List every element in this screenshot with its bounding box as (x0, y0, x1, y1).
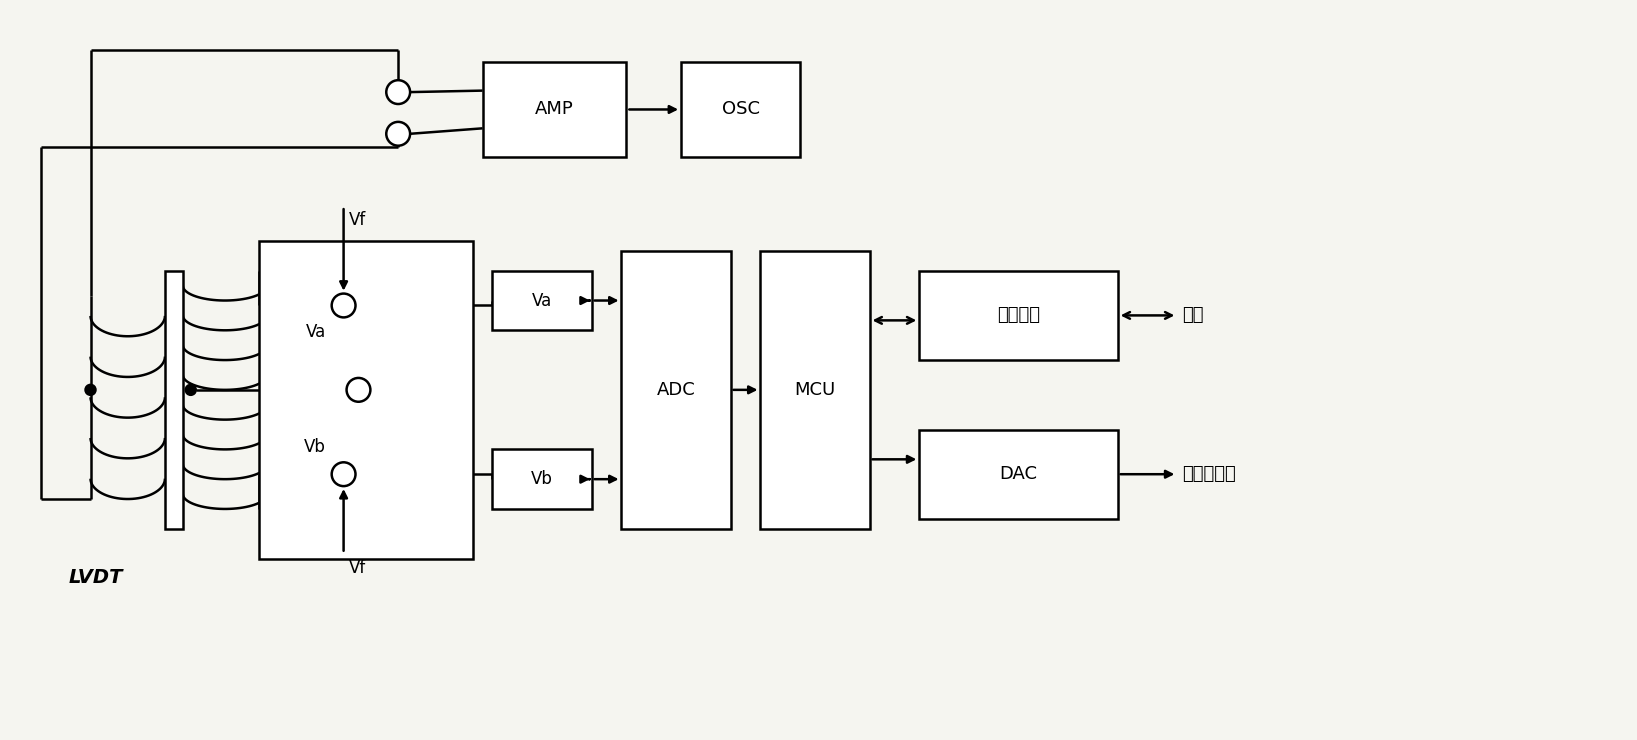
Circle shape (386, 122, 411, 146)
Bar (761, 251, 869, 529)
Text: Vf: Vf (349, 559, 365, 576)
Bar (493, 449, 591, 509)
Text: MCU: MCU (794, 381, 835, 399)
Text: 收发装置: 收发装置 (997, 306, 1039, 324)
Text: ADC: ADC (656, 381, 696, 399)
Text: Va: Va (306, 323, 326, 341)
Circle shape (386, 80, 411, 104)
Text: Va: Va (532, 292, 552, 309)
Text: 模拟量输入: 模拟量输入 (1182, 465, 1236, 483)
Text: Vf: Vf (349, 211, 365, 229)
Circle shape (332, 462, 355, 486)
Circle shape (85, 385, 95, 395)
Text: AMP: AMP (535, 101, 575, 118)
Bar (920, 429, 1118, 519)
Text: LVDT: LVDT (69, 568, 123, 588)
Bar (259, 241, 473, 559)
Bar (920, 271, 1118, 360)
Circle shape (347, 378, 370, 402)
Text: Vb: Vb (530, 470, 553, 488)
Bar (483, 62, 627, 157)
Bar (493, 271, 591, 330)
Text: 通信: 通信 (1182, 306, 1203, 324)
Circle shape (185, 385, 196, 395)
Text: DAC: DAC (1000, 465, 1038, 483)
Bar (681, 62, 800, 157)
Bar (165, 271, 183, 529)
Bar (622, 251, 730, 529)
Text: OSC: OSC (722, 101, 760, 118)
Circle shape (332, 294, 355, 317)
Text: Vb: Vb (304, 438, 326, 457)
